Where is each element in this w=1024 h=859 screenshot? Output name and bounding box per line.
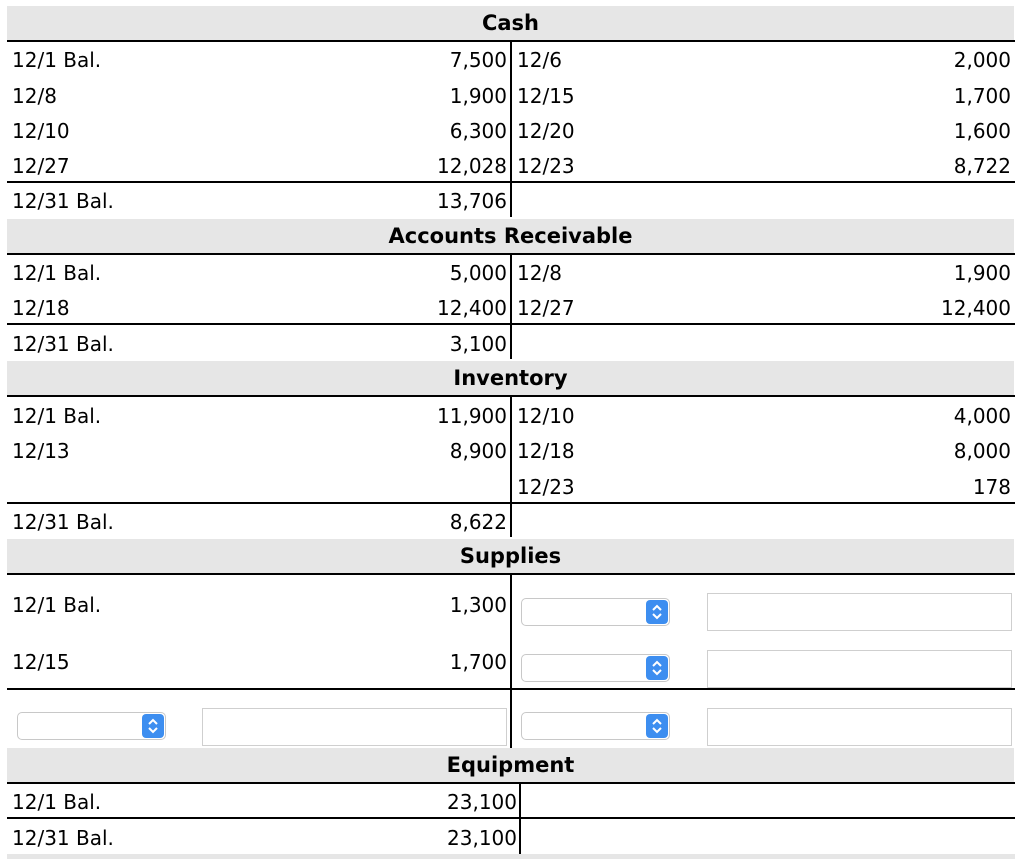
chevron-up-down-icon — [646, 600, 668, 624]
cash-top-rule — [7, 40, 1015, 42]
cash-debit-amount: 1,900 — [449, 84, 507, 108]
cash-balance-label: 12/31 Bal. — [12, 189, 114, 213]
inventory-credit-amount: 4,000 — [953, 404, 1011, 428]
cash-divider — [510, 42, 512, 217]
inventory-divider — [510, 397, 512, 537]
cash-credit-label: 12/6 — [517, 48, 562, 72]
inventory-debit-amount: 8,900 — [449, 439, 507, 463]
cash-debit-amount: 6,300 — [449, 119, 507, 143]
ar-balance-label: 12/31 Bal. — [12, 332, 114, 356]
inventory-credit-amount: 8,000 — [953, 439, 1011, 463]
equipment-top-rule — [7, 782, 1015, 784]
cash-credit-label: 12/20 — [517, 119, 575, 143]
cash-balance-amount: 13,706 — [437, 189, 507, 213]
inventory-credit-amount: 178 — [972, 475, 1011, 499]
cash-credit-label: 12/23 — [517, 154, 575, 178]
footer-bar — [7, 854, 1015, 859]
ar-debit-label: 12/1 Bal. — [12, 261, 102, 285]
ar-balance-amount: 3,100 — [449, 332, 507, 356]
inventory-debit-amount: 11,900 — [437, 404, 507, 428]
cash-balance-rule — [7, 181, 1015, 183]
ar-debit-amount: 5,000 — [449, 261, 507, 285]
ar-credit-label: 12/27 — [517, 296, 575, 320]
cash-debit-label: 12/1 Bal. — [12, 48, 102, 72]
cash-credit-amount: 2,000 — [953, 48, 1011, 72]
supplies-credit-account-select[interactable] — [521, 598, 670, 626]
inventory-debit-label: 12/13 — [12, 439, 70, 463]
inventory-credit-label: 12/18 — [517, 439, 575, 463]
chevron-up-down-icon — [646, 714, 668, 738]
ar-balance-rule — [7, 323, 1015, 325]
supplies-header: Supplies — [7, 539, 1014, 573]
cash-credit-amount: 1,700 — [953, 84, 1011, 108]
inventory-balance-rule — [7, 502, 1015, 504]
inventory-credit-label: 12/23 — [517, 475, 575, 499]
supplies-balance-debit-select[interactable] — [17, 712, 166, 740]
supplies-balance-credit-select[interactable] — [521, 712, 670, 740]
inventory-top-rule — [7, 395, 1015, 397]
chevron-up-down-icon — [646, 656, 668, 680]
equipment-balance-rule — [7, 817, 1015, 819]
cash-credit-amount: 8,722 — [953, 154, 1011, 178]
inventory-debit-label: 12/1 Bal. — [12, 404, 102, 428]
ar-top-rule — [7, 253, 1015, 255]
cash-header: Cash — [7, 6, 1014, 40]
supplies-credit-amount-input[interactable] — [707, 650, 1012, 688]
supplies-debit-amount: 1,300 — [449, 593, 507, 617]
supplies-credit-account-select[interactable] — [521, 654, 670, 682]
equipment-divider — [519, 784, 521, 854]
accounts-receivable-header: Accounts Receivable — [7, 219, 1014, 253]
chevron-up-down-icon — [142, 714, 164, 738]
ar-credit-label: 12/8 — [517, 261, 562, 285]
cash-debit-label: 12/27 — [12, 154, 70, 178]
supplies-debit-amount: 1,700 — [449, 650, 507, 674]
supplies-balance-rule — [7, 688, 1015, 690]
equipment-balance-label: 12/31 Bal. — [12, 826, 114, 850]
inventory-credit-label: 12/10 — [517, 404, 575, 428]
cash-debit-label: 12/10 — [12, 119, 70, 143]
inventory-balance-label: 12/31 Bal. — [12, 510, 114, 534]
supplies-debit-label: 12/15 — [12, 650, 70, 674]
supplies-balance-credit-input[interactable] — [707, 708, 1012, 746]
supplies-credit-amount-input[interactable] — [707, 593, 1012, 631]
inventory-header: Inventory — [7, 361, 1014, 395]
ar-debit-amount: 12,400 — [437, 296, 507, 320]
ar-credit-amount: 12,400 — [941, 296, 1011, 320]
cash-credit-amount: 1,600 — [953, 119, 1011, 143]
supplies-top-rule — [7, 573, 1015, 575]
cash-debit-amount: 12,028 — [437, 154, 507, 178]
cash-credit-label: 12/15 — [517, 84, 575, 108]
ar-debit-label: 12/18 — [12, 296, 70, 320]
cash-debit-label: 12/8 — [12, 84, 57, 108]
cash-debit-amount: 7,500 — [449, 48, 507, 72]
inventory-balance-amount: 8,622 — [449, 510, 507, 534]
supplies-debit-label: 12/1 Bal. — [12, 593, 102, 617]
ar-divider — [510, 255, 512, 359]
equipment-debit-label: 12/1 Bal. — [12, 790, 102, 814]
equipment-debit-amount: 23,100 — [447, 790, 517, 814]
equipment-balance-amount: 23,100 — [447, 826, 517, 850]
ar-credit-amount: 1,900 — [953, 261, 1011, 285]
equipment-header: Equipment — [7, 748, 1014, 782]
supplies-balance-debit-input[interactable] — [202, 708, 507, 746]
supplies-divider — [510, 575, 512, 748]
